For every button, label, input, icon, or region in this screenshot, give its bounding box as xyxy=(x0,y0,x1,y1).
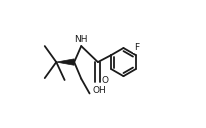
Text: NH: NH xyxy=(74,35,87,44)
Polygon shape xyxy=(56,59,74,65)
Text: F: F xyxy=(134,44,139,52)
Text: OH: OH xyxy=(93,86,107,95)
Text: O: O xyxy=(102,76,109,85)
